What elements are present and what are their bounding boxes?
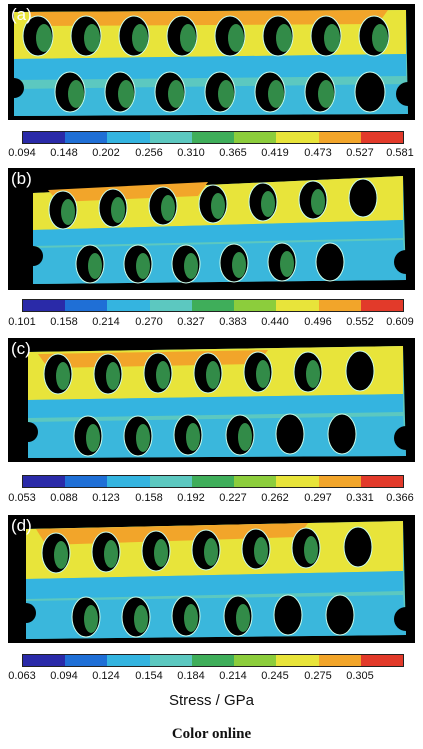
fem-contour-a xyxy=(8,10,415,116)
colorbar-c-segment xyxy=(65,476,108,487)
panel-label-b: (b) xyxy=(11,169,32,188)
tick-label: 0.053 xyxy=(8,492,36,504)
panel-label-d: (d) xyxy=(11,516,32,535)
colorbar-d xyxy=(22,654,404,667)
colorbar-a-segment xyxy=(23,132,66,143)
tick-label: 0.192 xyxy=(177,492,205,504)
colorbar-d-segment xyxy=(107,655,150,666)
colorbar-b-segment xyxy=(23,300,66,311)
tick-label: 0.214 xyxy=(92,316,120,328)
tick-label: 0.473 xyxy=(304,147,332,159)
colorbar-d-segment xyxy=(360,655,403,666)
colorbar-c-segment xyxy=(149,476,192,487)
tick-label: 0.088 xyxy=(50,492,78,504)
tick-label: 0.158 xyxy=(50,316,78,328)
tick-label: 0.214 xyxy=(219,670,247,682)
tick-label: 0.101 xyxy=(8,316,36,328)
tick-label: 0.158 xyxy=(135,492,163,504)
colorbar-c-ticks: 0.053 0.088 0.123 0.158 0.192 0.227 0.26… xyxy=(0,492,423,506)
tick-label: 0.327 xyxy=(177,316,205,328)
panel-label-c: (c) xyxy=(11,339,31,358)
colorbar-d-ticks: 0.063 0.094 0.124 0.154 0.184 0.214 0.24… xyxy=(0,670,423,684)
stress-panel-a: (a) xyxy=(8,4,415,120)
tick-label: 0.383 xyxy=(219,316,247,328)
colorbar-b-segment xyxy=(234,300,277,311)
colorbar-c-segment xyxy=(360,476,403,487)
colorbar-a-segment xyxy=(191,132,235,143)
colorbar-c-segment xyxy=(23,476,66,487)
colorbar-b-segment xyxy=(276,300,319,311)
tick-label: 0.275 xyxy=(304,670,332,682)
colorbar-d-segment xyxy=(191,655,235,666)
tick-label: 0.581 xyxy=(386,147,414,159)
colorbar-a xyxy=(22,131,404,144)
tick-label: 0.123 xyxy=(92,492,120,504)
colorbar-d-segment xyxy=(318,655,361,666)
stress-panel-b: (b) xyxy=(8,168,415,290)
colorbar-b xyxy=(22,299,404,312)
colorbar-a-segment xyxy=(107,132,150,143)
colorbar-d-segment xyxy=(23,655,66,666)
tick-label: 0.366 xyxy=(386,492,414,504)
tick-label: 0.184 xyxy=(177,670,205,682)
colorbar-a-segment xyxy=(360,132,403,143)
tick-label: 0.270 xyxy=(135,316,163,328)
tick-label: 0.297 xyxy=(304,492,332,504)
stress-panel-d: (d) xyxy=(8,515,415,643)
tick-label: 0.331 xyxy=(346,492,374,504)
fem-contour-b xyxy=(23,176,415,284)
tick-label: 0.124 xyxy=(92,670,120,682)
colorbar-c-segment xyxy=(234,476,277,487)
colorbar-a-segment xyxy=(149,132,192,143)
colorbar-d-segment xyxy=(65,655,108,666)
colorbar-d-segment xyxy=(234,655,277,666)
colorbar-c-segment xyxy=(318,476,361,487)
fem-contour-d xyxy=(16,521,415,639)
tick-label: 0.365 xyxy=(219,147,247,159)
tick-label: 0.609 xyxy=(386,316,414,328)
fem-contour-c xyxy=(18,346,415,458)
tick-label: 0.496 xyxy=(304,316,332,328)
panel-label-a: (a) xyxy=(11,5,32,24)
tick-label: 0.262 xyxy=(261,492,289,504)
colorbar-c-segment xyxy=(276,476,319,487)
tick-label: 0.063 xyxy=(8,670,36,682)
colorbar-b-segment xyxy=(318,300,361,311)
tick-label: 0.202 xyxy=(92,147,120,159)
colorbar-b-segment xyxy=(149,300,192,311)
color-online-note: Color online xyxy=(171,726,252,742)
tick-label: 0.245 xyxy=(261,670,289,682)
colorbar-d-segment xyxy=(149,655,192,666)
tick-label: 0.227 xyxy=(219,492,247,504)
tick-label: 0.256 xyxy=(135,147,163,159)
tick-label: 0.094 xyxy=(50,670,78,682)
tick-label: 0.440 xyxy=(261,316,289,328)
tick-label: 0.310 xyxy=(177,147,205,159)
colorbar-c-segment xyxy=(191,476,235,487)
colorbar-c xyxy=(22,475,404,488)
colorbar-c-segment xyxy=(107,476,150,487)
tick-label: 0.094 xyxy=(8,147,36,159)
tick-label: 0.552 xyxy=(346,316,374,328)
colorbar-a-ticks: 0.094 0.148 0.202 0.256 0.310 0.365 0.41… xyxy=(0,147,423,161)
colorbar-d-segment xyxy=(276,655,319,666)
axis-title: Stress / GPa xyxy=(168,692,255,709)
colorbar-b-segment xyxy=(360,300,403,311)
colorbar-b-segment xyxy=(65,300,108,311)
colorbar-a-segment xyxy=(234,132,277,143)
tick-label: 0.527 xyxy=(346,147,374,159)
stress-panel-c: (c) xyxy=(8,338,415,462)
colorbar-a-segment xyxy=(318,132,361,143)
colorbar-b-segment xyxy=(107,300,150,311)
colorbar-a-segment xyxy=(65,132,108,143)
tick-label: 0.305 xyxy=(346,670,374,682)
tick-label: 0.148 xyxy=(50,147,78,159)
tick-label: 0.154 xyxy=(135,670,163,682)
colorbar-b-ticks: 0.101 0.158 0.214 0.270 0.327 0.383 0.44… xyxy=(0,316,423,330)
tick-label: 0.419 xyxy=(261,147,289,159)
colorbar-a-segment xyxy=(276,132,319,143)
colorbar-b-segment xyxy=(191,300,235,311)
